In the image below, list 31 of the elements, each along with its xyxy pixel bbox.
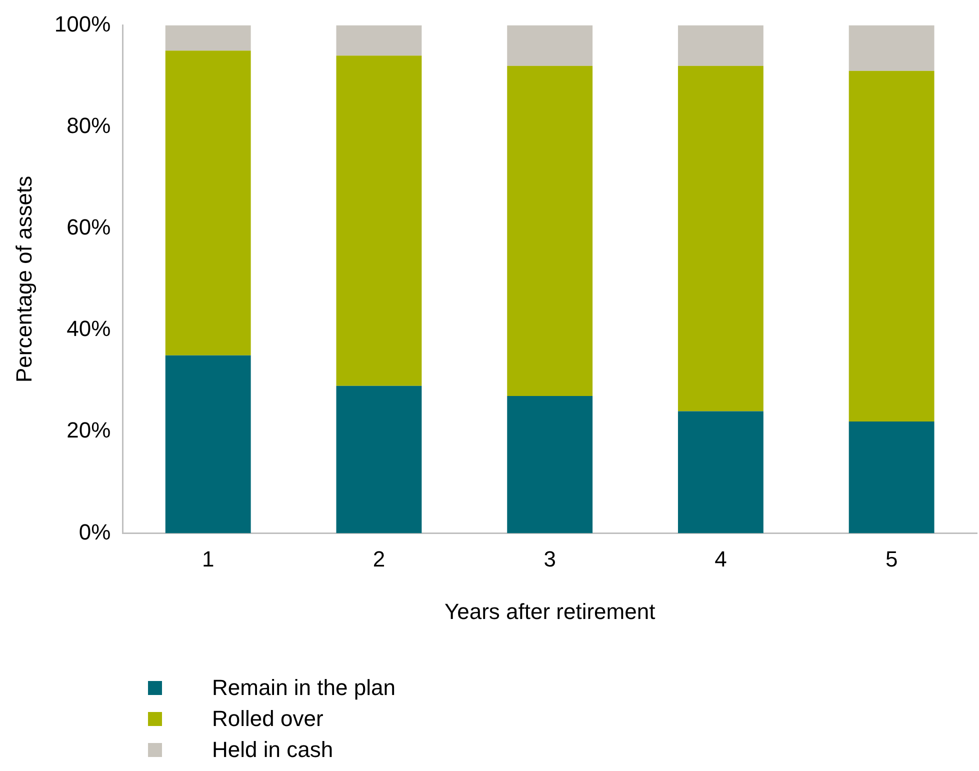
- bar: [678, 66, 764, 412]
- bar: [165, 355, 251, 534]
- x-tick-label: 3: [544, 546, 556, 572]
- bar: [336, 56, 422, 386]
- bar: [678, 411, 764, 534]
- x-tick-label: 5: [885, 546, 898, 572]
- legend-label: Rolled over: [212, 706, 324, 732]
- y-tick-label: 60%: [66, 214, 111, 240]
- legend-label: Held in cash: [212, 736, 334, 762]
- bar: [507, 25, 593, 66]
- x-tick-label: 1: [202, 546, 214, 572]
- bar: [165, 25, 251, 51]
- bar: [848, 25, 934, 71]
- x-tick-label: 4: [714, 546, 727, 572]
- legend-label: Remain in the plan: [212, 674, 396, 700]
- bar: [336, 25, 422, 56]
- bar: [848, 421, 934, 534]
- x-axis-title: Years after retirement: [444, 598, 656, 624]
- x-tick-label: 2: [372, 546, 386, 572]
- bar: [507, 396, 593, 534]
- y-axis-title: Percentage of assets: [11, 176, 36, 383]
- y-tick-label: 100%: [54, 11, 111, 36]
- bar: [507, 66, 593, 396]
- bar: [678, 25, 764, 66]
- bar: [165, 50, 251, 356]
- y-tick-label: 0%: [78, 519, 111, 544]
- y-tick-label: 20%: [66, 418, 111, 443]
- y-tick-label: 40%: [66, 316, 111, 342]
- y-tick-label: 80%: [66, 112, 111, 138]
- bar: [848, 70, 934, 422]
- bar: [336, 386, 422, 534]
